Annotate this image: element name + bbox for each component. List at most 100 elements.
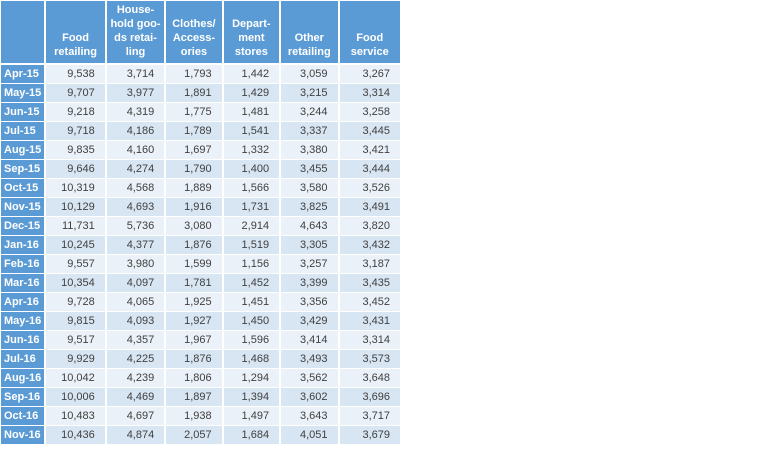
data-cell[interactable]: 4,874 bbox=[104, 424, 167, 445]
data-cell[interactable]: 9,707 bbox=[44, 82, 107, 103]
data-cell[interactable]: 3,267 bbox=[337, 63, 400, 84]
data-cell[interactable]: 4,051 bbox=[279, 424, 340, 445]
data-cell[interactable]: 1,731 bbox=[221, 196, 282, 217]
data-cell[interactable]: 1,599 bbox=[164, 253, 224, 274]
data-cell[interactable]: 3,257 bbox=[279, 253, 340, 274]
data-cell[interactable]: 9,718 bbox=[44, 120, 107, 141]
data-cell[interactable]: 9,538 bbox=[44, 63, 107, 84]
row-label-cell[interactable]: May-16 bbox=[1, 310, 47, 331]
data-cell[interactable]: 1,394 bbox=[221, 386, 282, 407]
data-cell[interactable]: 2,914 bbox=[221, 215, 282, 236]
data-cell[interactable]: 3,429 bbox=[279, 310, 340, 331]
row-label-cell[interactable]: Oct-15 bbox=[1, 177, 47, 198]
data-cell[interactable]: 3,602 bbox=[279, 386, 340, 407]
data-cell[interactable]: 3,493 bbox=[279, 348, 340, 369]
data-cell[interactable]: 3,314 bbox=[337, 82, 400, 103]
data-cell[interactable]: 3,059 bbox=[279, 63, 340, 84]
data-cell[interactable]: 9,728 bbox=[44, 291, 107, 312]
data-cell[interactable]: 1,938 bbox=[164, 405, 224, 426]
row-label-cell[interactable]: Nov-15 bbox=[1, 196, 47, 217]
data-cell[interactable]: 9,646 bbox=[44, 158, 107, 179]
data-cell[interactable]: 1,566 bbox=[221, 177, 282, 198]
row-label-cell[interactable]: Aug-15 bbox=[1, 139, 47, 160]
data-cell[interactable]: 1,697 bbox=[164, 139, 224, 160]
row-label-cell[interactable]: Nov-16 bbox=[1, 424, 47, 445]
data-cell[interactable]: 3,977 bbox=[104, 82, 167, 103]
column-header[interactable]: House-hold goo-ds retai-ling bbox=[104, 1, 167, 65]
row-label-cell[interactable]: Jan-16 bbox=[1, 234, 47, 255]
data-cell[interactable]: 10,483 bbox=[44, 405, 107, 426]
column-header[interactable]: Food service bbox=[337, 1, 400, 65]
data-cell[interactable]: 1,451 bbox=[221, 291, 282, 312]
data-cell[interactable]: 3,431 bbox=[337, 310, 400, 331]
row-label-cell[interactable]: Dec-15 bbox=[1, 215, 47, 236]
row-label-cell[interactable]: Sep-15 bbox=[1, 158, 47, 179]
row-label-cell[interactable]: Mar-16 bbox=[1, 272, 47, 293]
data-cell[interactable]: 1,596 bbox=[221, 329, 282, 350]
data-cell[interactable]: 4,568 bbox=[104, 177, 167, 198]
data-cell[interactable]: 1,806 bbox=[164, 367, 224, 388]
data-cell[interactable]: 9,517 bbox=[44, 329, 107, 350]
data-cell[interactable]: 4,469 bbox=[104, 386, 167, 407]
data-cell[interactable]: 3,314 bbox=[337, 329, 400, 350]
data-cell[interactable]: 4,065 bbox=[104, 291, 167, 312]
data-cell[interactable]: 3,452 bbox=[337, 291, 400, 312]
row-label-cell[interactable]: Jun-16 bbox=[1, 329, 47, 350]
data-cell[interactable]: 1,400 bbox=[221, 158, 282, 179]
data-cell[interactable]: 4,357 bbox=[104, 329, 167, 350]
data-cell[interactable]: 10,436 bbox=[44, 424, 107, 445]
row-label-cell[interactable]: Jul-16 bbox=[1, 348, 47, 369]
data-cell[interactable]: 1,468 bbox=[221, 348, 282, 369]
corner-cell[interactable] bbox=[1, 1, 47, 65]
data-cell[interactable]: 1,916 bbox=[164, 196, 224, 217]
data-cell[interactable]: 3,399 bbox=[279, 272, 340, 293]
data-cell[interactable]: 4,093 bbox=[104, 310, 167, 331]
data-cell[interactable]: 3,717 bbox=[337, 405, 400, 426]
data-cell[interactable]: 1,781 bbox=[164, 272, 224, 293]
data-cell[interactable]: 1,793 bbox=[164, 63, 224, 84]
data-cell[interactable]: 4,225 bbox=[104, 348, 167, 369]
data-cell[interactable]: 3,305 bbox=[279, 234, 340, 255]
data-cell[interactable]: 3,679 bbox=[337, 424, 400, 445]
data-cell[interactable]: 3,980 bbox=[104, 253, 167, 274]
data-cell[interactable]: 1,927 bbox=[164, 310, 224, 331]
row-label-cell[interactable]: Oct-16 bbox=[1, 405, 47, 426]
data-cell[interactable]: 3,435 bbox=[337, 272, 400, 293]
data-cell[interactable]: 9,815 bbox=[44, 310, 107, 331]
data-cell[interactable]: 10,245 bbox=[44, 234, 107, 255]
column-header[interactable]: Depart-ment stores bbox=[221, 1, 282, 65]
data-cell[interactable]: 3,491 bbox=[337, 196, 400, 217]
data-cell[interactable]: 3,526 bbox=[337, 177, 400, 198]
data-cell[interactable]: 3,215 bbox=[279, 82, 340, 103]
data-cell[interactable]: 1,452 bbox=[221, 272, 282, 293]
column-header[interactable]: Clothes/Access-ories bbox=[164, 1, 224, 65]
data-cell[interactable]: 4,274 bbox=[104, 158, 167, 179]
data-cell[interactable]: 1,294 bbox=[221, 367, 282, 388]
data-cell[interactable]: 1,519 bbox=[221, 234, 282, 255]
data-cell[interactable]: 3,187 bbox=[337, 253, 400, 274]
data-cell[interactable]: 1,497 bbox=[221, 405, 282, 426]
data-cell[interactable]: 1,967 bbox=[164, 329, 224, 350]
data-cell[interactable]: 9,929 bbox=[44, 348, 107, 369]
data-cell[interactable]: 4,239 bbox=[104, 367, 167, 388]
data-cell[interactable]: 1,789 bbox=[164, 120, 224, 141]
data-cell[interactable]: 1,897 bbox=[164, 386, 224, 407]
data-cell[interactable]: 3,356 bbox=[279, 291, 340, 312]
data-cell[interactable]: 5,736 bbox=[104, 215, 167, 236]
data-cell[interactable]: 3,414 bbox=[279, 329, 340, 350]
data-cell[interactable]: 3,714 bbox=[104, 63, 167, 84]
data-cell[interactable]: 10,129 bbox=[44, 196, 107, 217]
data-cell[interactable]: 4,643 bbox=[279, 215, 340, 236]
data-cell[interactable]: 1,684 bbox=[221, 424, 282, 445]
data-cell[interactable]: 4,319 bbox=[104, 101, 167, 122]
data-cell[interactable]: 1,790 bbox=[164, 158, 224, 179]
data-cell[interactable]: 1,925 bbox=[164, 291, 224, 312]
data-cell[interactable]: 3,820 bbox=[337, 215, 400, 236]
data-cell[interactable]: 1,332 bbox=[221, 139, 282, 160]
row-label-cell[interactable]: May-15 bbox=[1, 82, 47, 103]
data-cell[interactable]: 1,450 bbox=[221, 310, 282, 331]
data-cell[interactable]: 3,643 bbox=[279, 405, 340, 426]
data-cell[interactable]: 3,455 bbox=[279, 158, 340, 179]
data-cell[interactable]: 10,354 bbox=[44, 272, 107, 293]
data-cell[interactable]: 1,429 bbox=[221, 82, 282, 103]
